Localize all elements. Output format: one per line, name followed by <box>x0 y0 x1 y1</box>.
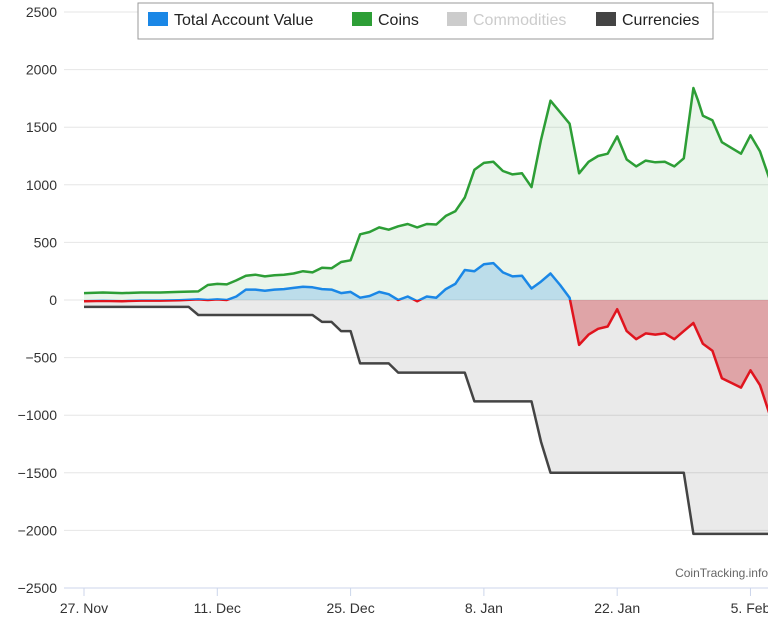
y-tick-label: −2500 <box>18 580 58 596</box>
y-tick-label: 500 <box>34 234 58 250</box>
legend-swatch <box>447 12 467 26</box>
legend-swatch <box>596 12 616 26</box>
currencies-line[interactable] <box>84 305 768 536</box>
legend-label[interactable]: Total Account Value <box>174 12 313 29</box>
x-tick-label: 25. Dec <box>326 600 374 616</box>
legend-box <box>137 2 714 40</box>
x-tick-label: 5. Feb <box>731 600 768 616</box>
legend: Total Account Value Coins Commodities Curre… <box>137 2 714 40</box>
y-tick-label: 0 <box>49 292 57 308</box>
currencies-area <box>84 300 768 534</box>
credit-text[interactable]: CoinTracking.info <box>675 566 768 580</box>
x-axis: 27. Nov 11. Dec 25. Dec 8. Jan 22. Jan 5. Feb <box>60 587 768 616</box>
y-tick-label: −1000 <box>18 407 58 423</box>
legend-label[interactable]: Currencies <box>622 12 699 29</box>
legend-swatch <box>352 12 372 26</box>
y-tick-label: −1500 <box>18 465 58 481</box>
y-tick-label: 2500 <box>26 4 57 20</box>
x-tick-label: 27. Nov <box>60 600 108 616</box>
coins-area <box>84 88 768 300</box>
y-tick-label: −500 <box>25 350 57 366</box>
x-tick-label: 8. Jan <box>465 600 503 616</box>
coins-line[interactable] <box>83 86 768 295</box>
y-axis: 2500 2000 1500 1000 500 0 −500 −1000 −1500 −2000 −… <box>18 4 58 596</box>
legend-item-total-account-value[interactable]: Total Account Value <box>148 12 313 29</box>
series-areas <box>84 88 768 534</box>
total-value-line-negative[interactable] <box>83 263 768 416</box>
y-tick-label: 2000 <box>26 62 57 78</box>
total-value-line-positive[interactable] <box>83 261 768 416</box>
legend-label[interactable]: Commodities <box>473 12 566 29</box>
legend-item-currencies[interactable]: Currencies <box>596 12 699 29</box>
y-tick-label: 1000 <box>26 177 57 193</box>
legend-item-coins[interactable]: Coins <box>352 12 419 29</box>
x-tick-label: 22. Jan <box>594 600 640 616</box>
legend-item-commodities[interactable]: Commodities <box>447 12 566 29</box>
y-tick-label: 1500 <box>26 119 57 135</box>
legend-swatch <box>148 12 168 26</box>
total-value-area-negative <box>84 300 768 410</box>
x-tick-label: 11. Dec <box>194 600 241 616</box>
series-lines <box>83 86 768 536</box>
legend-label[interactable]: Coins <box>378 12 419 29</box>
y-tick-label: −2000 <box>18 522 58 538</box>
